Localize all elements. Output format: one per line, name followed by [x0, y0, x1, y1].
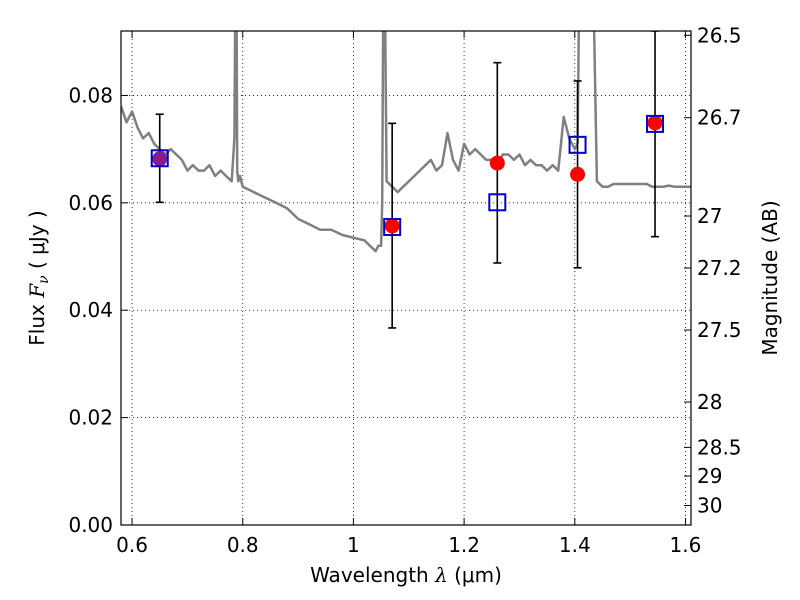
model-photometry-point: [150, 149, 169, 168]
y-tick-label: 0.02: [68, 406, 113, 430]
axes-frame: [120, 30, 692, 526]
y2-tick-label: 29: [697, 464, 722, 488]
observed-point: [152, 151, 168, 167]
y-tick-label: 0.08: [68, 83, 113, 107]
model-photometry-point: [646, 114, 665, 133]
model-photometry-point: [568, 135, 587, 154]
x-tick-label: 1: [347, 533, 360, 557]
ticks: 0.6 0.8 1 1.2 1.4 1.6 0.00 0.02 0.04 0.06 0.08 26.5…: [68, 23, 741, 557]
x-tick-label: 1.6: [670, 533, 702, 557]
observed-point: [384, 218, 400, 234]
observed-point: [647, 115, 663, 131]
y2-tick-label: 26.5: [697, 23, 742, 47]
observed-point: [489, 155, 505, 171]
grid: [121, 31, 691, 526]
y-tick-label: 0.00: [68, 513, 113, 537]
x-tick-label: 1.2: [448, 533, 480, 557]
plot-area: [121, 31, 691, 329]
y2-tick-label: 27: [697, 204, 722, 228]
y2-tick-label: 30: [697, 494, 722, 518]
y2-axis-label: Magnitude (AB): [758, 200, 782, 355]
model-photometry-point: [383, 217, 402, 236]
x-tick-label: 1.4: [559, 533, 591, 557]
x-tick-label: 0.6: [116, 533, 148, 557]
observed-point: [570, 166, 586, 182]
x-tick-label: 0.8: [227, 533, 259, 557]
y2-tick-label: 28.5: [697, 435, 742, 459]
y-tick-label: 0.06: [68, 191, 113, 215]
y-tick-label: 0.04: [68, 298, 113, 322]
model-sed-line: [121, 31, 691, 253]
y2-tick-label: 27.5: [697, 318, 742, 342]
model-photometry-point: [488, 193, 507, 212]
y-axis-label: Flux Fν ( μJy ): [25, 210, 52, 345]
y2-tick-label: 26.7: [697, 106, 742, 130]
y2-tick-label: 28: [697, 390, 722, 414]
x-axis-label: Wavelength λ (μm): [310, 563, 502, 587]
y2-tick-label: 27.2: [697, 256, 742, 280]
